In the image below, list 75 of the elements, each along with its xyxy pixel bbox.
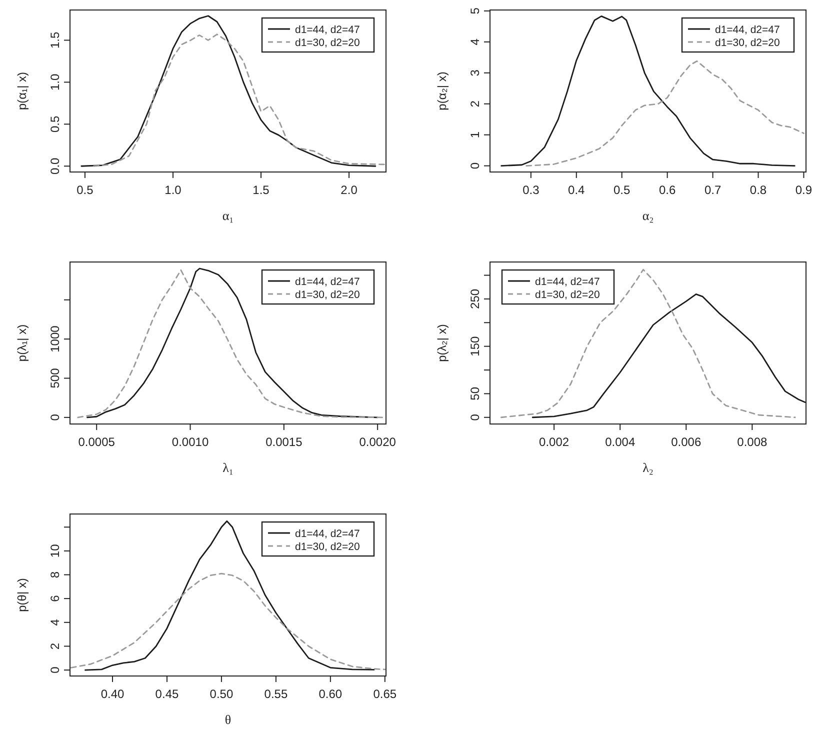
line-series — [500, 15, 796, 167]
y-tick-label: 0 — [48, 414, 62, 421]
line-series — [70, 572, 386, 670]
y-axis-title: p(α₂| x) — [435, 72, 449, 110]
y-tick-label: 1.0 — [48, 74, 62, 91]
legend-label: d1=44, d2=47 — [535, 276, 600, 288]
x-tick-label: 0.45 — [155, 687, 179, 701]
x-tick-label: 0.4 — [568, 183, 586, 197]
x-tick-label: 0.002 — [539, 435, 570, 449]
x-tick-label: 1.0 — [164, 183, 182, 197]
y-tick-label: 1 — [468, 131, 482, 138]
x-tick-label: 0.7 — [704, 183, 722, 197]
y-tick-label: 0 — [468, 162, 482, 170]
y-tick-label: 4 — [468, 38, 482, 46]
y-tick-label: 250 — [468, 288, 482, 309]
line-series — [526, 60, 804, 167]
x-tick-label: 0.004 — [605, 435, 636, 449]
y-tick-label: 0 — [468, 414, 482, 421]
legend-label: d1=30, d2=20 — [295, 541, 360, 553]
legend-label: d1=30, d2=20 — [715, 37, 780, 49]
y-tick-label: 3 — [468, 69, 482, 76]
x-tick-label: 2.0 — [340, 183, 358, 197]
legend-label: d1=30, d2=20 — [535, 289, 600, 301]
x-tick-label: 1.5 — [252, 183, 270, 197]
line-series — [500, 268, 796, 418]
y-tick-label: 1000 — [48, 325, 62, 352]
y-tick-label: 0.0 — [48, 157, 62, 174]
legend-label: d1=44, d2=47 — [295, 24, 360, 36]
y-tick-label: 6 — [48, 594, 62, 602]
y-axis-title: p(α₁| x) — [15, 72, 29, 110]
x-tick-label: 0.9 — [795, 183, 812, 197]
y-axis-title: p(θ| x) — [15, 578, 29, 612]
x-axis-title: λ₁ — [222, 460, 234, 475]
legend-label: d1=44, d2=47 — [715, 24, 780, 36]
x-axis-title: α₂ — [642, 208, 654, 223]
legend-label: d1=44, d2=47 — [295, 528, 360, 540]
y-tick-label: 50 — [468, 386, 482, 400]
x-axis-title: λ₂ — [642, 460, 654, 475]
x-tick-label: 0.0020 — [359, 435, 396, 449]
y-tick-label: 8 — [48, 571, 62, 578]
x-tick-label: 0.8 — [750, 183, 767, 197]
x-axis-title: α₁ — [222, 208, 234, 223]
y-tick-label: 10 — [48, 544, 62, 558]
x-tick-label: 0.3 — [522, 183, 540, 197]
y-tick-label: 2 — [48, 642, 62, 650]
x-tick-label: 0.6 — [658, 183, 676, 197]
x-tick-label: 0.0015 — [266, 435, 303, 449]
x-tick-label: 0.50 — [210, 687, 234, 701]
legend-label: d1=30, d2=20 — [295, 289, 360, 301]
x-tick-label: 0.60 — [318, 687, 342, 701]
x-tick-label: 0.55 — [264, 687, 288, 701]
y-tick-label: 500 — [48, 368, 62, 388]
x-tick-label: 0.006 — [671, 435, 702, 449]
x-tick-label: 0.0010 — [172, 435, 209, 449]
y-axis-title: p(λ₂| x) — [435, 324, 449, 362]
x-tick-label: 0.008 — [737, 435, 768, 449]
y-tick-label: 150 — [468, 336, 482, 356]
line-series — [80, 15, 376, 167]
y-tick-label: 0 — [48, 666, 62, 674]
x-tick-label: 0.65 — [373, 687, 397, 701]
x-tick-label: 0.5 — [614, 183, 631, 197]
legend-label: d1=30, d2=20 — [295, 37, 360, 49]
y-tick-label: 1.5 — [48, 32, 62, 49]
y-axis-title: p(λ₁| x) — [15, 324, 29, 362]
x-axis-title: θ — [224, 712, 232, 727]
x-tick-label: 0.5 — [76, 183, 94, 197]
x-tick-label: 0.0005 — [78, 435, 116, 449]
line-series — [93, 34, 385, 167]
y-tick-label: 5 — [468, 7, 482, 14]
line-series — [84, 520, 375, 671]
x-tick-label: 0.40 — [100, 687, 124, 701]
y-tick-label: 2 — [468, 100, 482, 108]
y-tick-label: 0.5 — [48, 115, 62, 132]
legend-label: d1=44, d2=47 — [295, 276, 360, 288]
y-tick-label: 4 — [48, 618, 62, 626]
